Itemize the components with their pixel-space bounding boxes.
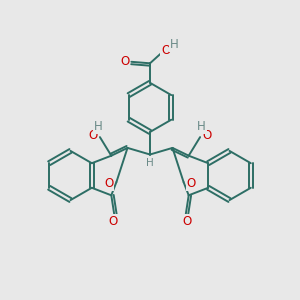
- Text: H: H: [197, 120, 206, 133]
- Text: O: O: [161, 44, 170, 57]
- Text: O: O: [89, 129, 98, 142]
- Text: O: O: [104, 177, 113, 190]
- Text: O: O: [202, 129, 211, 142]
- Text: H: H: [146, 158, 154, 169]
- Text: H: H: [170, 38, 179, 51]
- Text: O: O: [183, 215, 192, 228]
- Text: O: O: [120, 55, 129, 68]
- Text: O: O: [108, 215, 117, 228]
- Text: H: H: [94, 120, 103, 133]
- Text: O: O: [187, 177, 196, 190]
